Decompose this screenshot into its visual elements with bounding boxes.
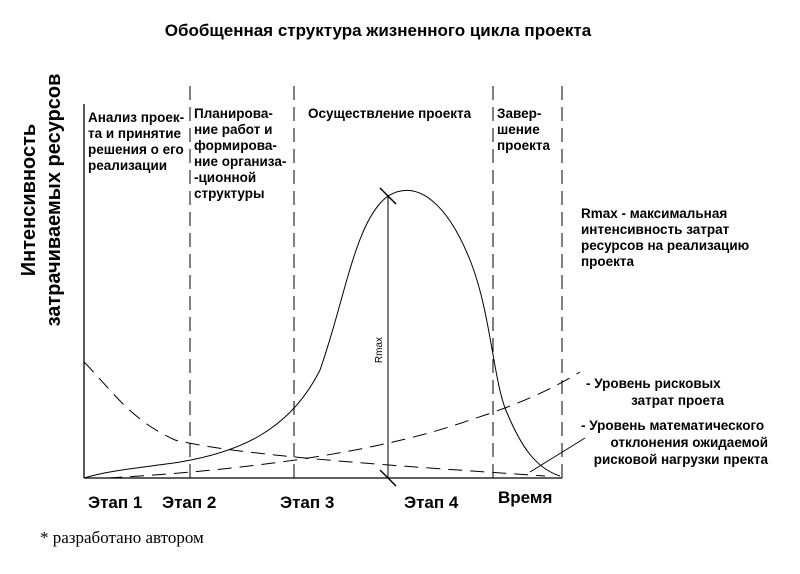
phase-separators	[189, 86, 563, 478]
phase-1-line-4: реализации	[88, 158, 167, 173]
rmax-bottom-tick	[379, 469, 397, 487]
phase-label-1: Анализ проек- та и принятие решения о ег…	[88, 110, 184, 173]
phase-2-line-6: структуры	[194, 186, 265, 201]
rmax-note-line-1: Rmax - максимальная	[581, 206, 727, 221]
rmax-label: Rmax	[374, 337, 385, 363]
stage-label-4: Этап 4	[404, 493, 459, 512]
stage-label-3: Этап 3	[280, 493, 334, 512]
phase-3-line-1: Осуществление проекта	[308, 106, 472, 121]
y-axis-label-line-1: Интенсивность	[18, 124, 40, 276]
rmax-top-tick	[379, 187, 397, 205]
stage-label-2: Этап 2	[162, 493, 216, 512]
rmax-note-line-3: ресурсов на реализацию	[581, 238, 749, 253]
rmax-note: Rmax - максимальная интенсивность затрат…	[581, 206, 749, 269]
diagram-title: Обобщенная структура жизненного цикла пр…	[165, 21, 592, 40]
legend-risk-line-2: затрат проета	[631, 393, 724, 408]
legend-deviation-line-1: - Уровень математического	[581, 418, 764, 433]
phase-2-line-1: Планирова-	[194, 106, 273, 121]
rmax-note-line-4: проекта	[581, 254, 635, 269]
phase-4-line-1: Завер-	[497, 106, 541, 121]
phase-label-3: Осуществление проекта	[308, 106, 472, 121]
phase-2-line-4: ние организа-	[194, 154, 286, 169]
rmax-note-line-2: интенсивность затрат	[581, 222, 730, 237]
phase-2-line-3: формирова-	[194, 138, 277, 153]
deviation-pointer-line	[529, 437, 586, 473]
phase-4-line-3: проекта	[497, 138, 551, 153]
phase-4-line-2: шение	[497, 122, 540, 137]
footnote: * разработано автором	[40, 528, 204, 547]
y-axis-label-line-2: затрачиваемых ресурсов	[43, 74, 65, 327]
phase-1-line-1: Анализ проек-	[88, 110, 184, 125]
legend-risk-line-1: - Уровень рисковых	[586, 376, 721, 391]
legend-deviation: - Уровень математического отклонения ожи…	[581, 418, 768, 467]
legend-deviation-line-2: отклонения ожидаемой	[610, 435, 768, 450]
y-axis-label: Интенсивность затрачиваемых ресурсов	[18, 74, 65, 327]
x-axis-label: Время	[498, 488, 552, 507]
legend-risk: - Уровень рисковых затрат проета	[586, 376, 724, 408]
phase-label-2: Планирова- ние работ и формирова- ние ор…	[194, 106, 286, 201]
risk-cost-curve	[107, 371, 581, 479]
legend-deviation-line-3: рисковой нагрузки пректа	[594, 452, 769, 467]
resource-intensity-curve	[83, 190, 561, 479]
deviation-level-curve	[83, 361, 546, 477]
phase-1-line-3: решения о его	[88, 142, 184, 157]
phase-2-line-5: -ционной	[194, 170, 256, 185]
stage-label-1: Этап 1	[88, 493, 142, 512]
phase-label-4: Завер- шение проекта	[497, 106, 551, 153]
phase-1-line-2: та и принятие	[88, 126, 182, 141]
phase-2-line-2: ние работ и	[194, 122, 272, 137]
